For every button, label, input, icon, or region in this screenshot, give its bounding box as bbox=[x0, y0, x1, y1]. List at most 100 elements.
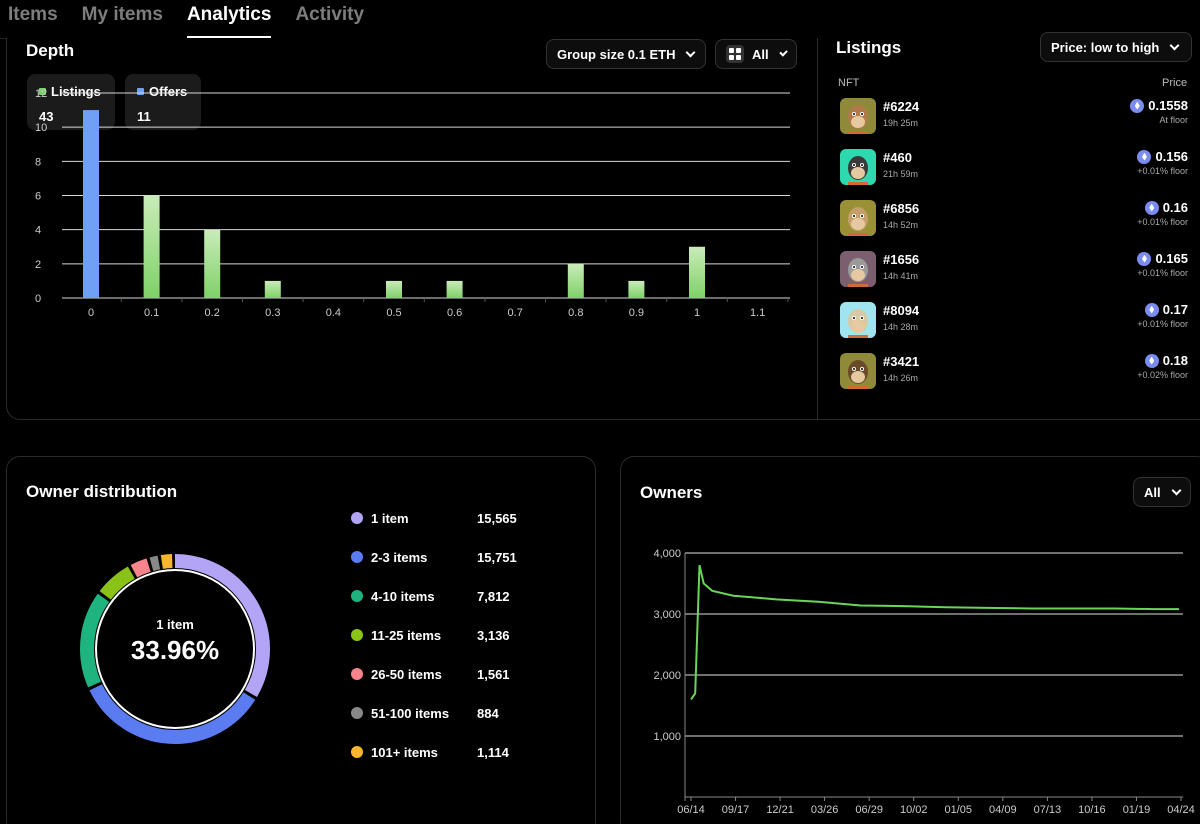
depth-y-tick: 10 bbox=[35, 122, 47, 134]
depth-title: Depth bbox=[26, 41, 75, 60]
listing-time: 19h 25m bbox=[883, 118, 919, 128]
owners-x-tick: 04/24 bbox=[1167, 804, 1195, 816]
sort-label: Price: low to high bbox=[1051, 39, 1160, 55]
legend-label: 26-50 items bbox=[371, 666, 442, 682]
offers-stat-value: 11 bbox=[137, 109, 151, 124]
owners-filter-dropdown[interactable]: All bbox=[1133, 477, 1191, 507]
listing-row[interactable]: #460 21h 59m 0.156 +0.01% floor bbox=[838, 147, 1190, 187]
price-value: 0.165 bbox=[1155, 251, 1188, 266]
legend-item: 101+ items 1,114 bbox=[351, 742, 509, 762]
depth-filter-dropdown[interactable]: All bbox=[715, 39, 797, 69]
listing-row[interactable]: #1656 14h 41m 0.165 +0.01% floor bbox=[838, 249, 1190, 289]
donut-center-label: 1 item bbox=[156, 617, 194, 632]
owner-distribution-title: Owner distribution bbox=[26, 482, 178, 501]
floor-note: At floor bbox=[1159, 115, 1188, 125]
owners-filter-label: All bbox=[1144, 484, 1161, 500]
listing-row[interactable]: #3421 14h 26m 0.18 +0.02% floor bbox=[838, 351, 1190, 391]
owners-x-tick: 01/19 bbox=[1123, 804, 1151, 816]
nft-avatar bbox=[840, 353, 876, 389]
legend-value: 7,812 bbox=[477, 588, 510, 604]
listing-price: 0.1558 bbox=[1130, 98, 1188, 113]
owner-distribution-panel: Owner distribution 1 item 33.96% 1 item 1… bbox=[6, 456, 596, 824]
legend-dot bbox=[351, 629, 363, 641]
depth-bar-listings bbox=[386, 280, 402, 298]
legend-label: 2-3 items bbox=[371, 549, 428, 565]
legend-item: 2-3 items 15,751 bbox=[351, 547, 517, 567]
depth-bar-listings bbox=[567, 263, 584, 298]
depth-x-tick: 0.8 bbox=[568, 307, 583, 319]
donut-slice[interactable] bbox=[80, 554, 270, 744]
depth-bar-listings bbox=[264, 280, 281, 298]
listing-price: 0.18 bbox=[1144, 353, 1188, 368]
legend-value: 15,751 bbox=[477, 549, 517, 565]
price-value: 0.16 bbox=[1162, 200, 1188, 215]
depth-bar-listings bbox=[689, 246, 705, 298]
legend-label: 4-10 items bbox=[371, 588, 435, 604]
owners-x-tick: 07/13 bbox=[1034, 804, 1062, 816]
donut-inner-ring bbox=[95, 569, 255, 729]
chevron-down-icon bbox=[1171, 485, 1182, 495]
listings-stat-value: 43 bbox=[39, 109, 54, 124]
legend-label: 101+ items bbox=[371, 744, 438, 760]
owners-x-tick: 10/02 bbox=[900, 804, 928, 816]
legend-value: 15,565 bbox=[477, 510, 517, 526]
legend-dot bbox=[351, 590, 363, 602]
listing-row[interactable]: #6224 19h 25m 0.1558 At floor bbox=[838, 96, 1190, 136]
offers-stat-label: Offers bbox=[149, 84, 188, 99]
listing-price: 0.16 bbox=[1144, 200, 1188, 215]
depth-x-tick: 0.6 bbox=[447, 307, 462, 319]
eth-icon bbox=[1144, 353, 1159, 368]
owners-line-chart: 1,000 2,000 3,000 4,000 06/14 09/17 12/21 03/26… bbox=[653, 548, 1195, 816]
nft-name: #6856 bbox=[883, 201, 920, 216]
legend-item: 4-10 items 7,812 bbox=[351, 586, 510, 606]
tab-analytics[interactable]: Analytics bbox=[186, 0, 272, 38]
depth-bar-listings bbox=[143, 195, 160, 298]
eth-icon bbox=[1137, 251, 1152, 266]
listing-time: 21h 59m bbox=[883, 169, 919, 179]
tab-activity[interactable]: Activity bbox=[295, 4, 365, 25]
legend-dot bbox=[351, 746, 363, 758]
col-price-header: Price bbox=[1162, 77, 1188, 89]
depth-x-tick: 0.2 bbox=[205, 307, 220, 319]
listings-color-dot bbox=[39, 88, 46, 95]
listing-row[interactable]: #6856 14h 52m 0.16 +0.01% floor bbox=[838, 198, 1190, 238]
legend-label: 51-100 items bbox=[371, 705, 450, 721]
depth-x-tick: 0.9 bbox=[629, 307, 644, 319]
depth-y-tick: 8 bbox=[35, 156, 41, 168]
legend-dot bbox=[351, 707, 363, 719]
donut-slice[interactable] bbox=[80, 554, 270, 744]
owners-x-tick: 10/16 bbox=[1078, 804, 1106, 816]
tab-items[interactable]: Items bbox=[8, 4, 58, 25]
tab-bar: Items My items Analytics Activity bbox=[0, 0, 380, 38]
depth-bar-offers bbox=[83, 110, 99, 298]
price-value: 0.17 bbox=[1162, 302, 1188, 317]
price-value: 0.18 bbox=[1162, 353, 1188, 368]
offers-color-dot bbox=[137, 88, 144, 95]
nft-avatar bbox=[840, 251, 876, 287]
donut-slice[interactable] bbox=[80, 554, 270, 744]
depth-chart: 0 2 4 6 8 10 12 0 0.1 0.2 0.3 0.4 0.5 0.6 0.7 0.8 0.9 1 1.… bbox=[35, 88, 790, 319]
floor-note: +0.01% floor bbox=[1137, 166, 1188, 176]
depth-panel: Depth Group size 0.1 ETH All Listings 43… bbox=[6, 38, 1200, 420]
sort-dropdown[interactable]: Price: low to high bbox=[1040, 32, 1192, 62]
nft-name: #1656 bbox=[883, 252, 920, 267]
eth-icon bbox=[1137, 149, 1152, 164]
listing-time: 14h 52m bbox=[883, 220, 919, 230]
listing-time: 14h 26m bbox=[883, 373, 919, 383]
tab-my-items[interactable]: My items bbox=[81, 4, 163, 25]
owners-panel: Owners All 1,000 2,000 3,000 4,000 06/14 09/1… bbox=[620, 456, 1200, 824]
nft-avatar bbox=[840, 98, 876, 134]
depth-x-tick: 0.7 bbox=[508, 307, 523, 319]
legend-item: 11-25 items 3,136 bbox=[351, 625, 510, 645]
group-size-dropdown[interactable]: Group size 0.1 ETH bbox=[546, 39, 706, 69]
grid-icon bbox=[726, 45, 744, 63]
listing-row[interactable]: #8094 14h 28m 0.17 +0.01% floor bbox=[838, 300, 1190, 340]
floor-note: +0.01% floor bbox=[1137, 319, 1188, 329]
nft-avatar bbox=[840, 149, 876, 185]
listing-time: 14h 41m bbox=[883, 271, 919, 281]
depth-y-tick: 6 bbox=[35, 191, 41, 203]
col-nft-header: NFT bbox=[838, 77, 860, 89]
legend-item: 51-100 items 884 bbox=[351, 703, 499, 723]
depth-bar-listings bbox=[628, 280, 645, 298]
price-value: 0.1558 bbox=[1148, 98, 1188, 113]
